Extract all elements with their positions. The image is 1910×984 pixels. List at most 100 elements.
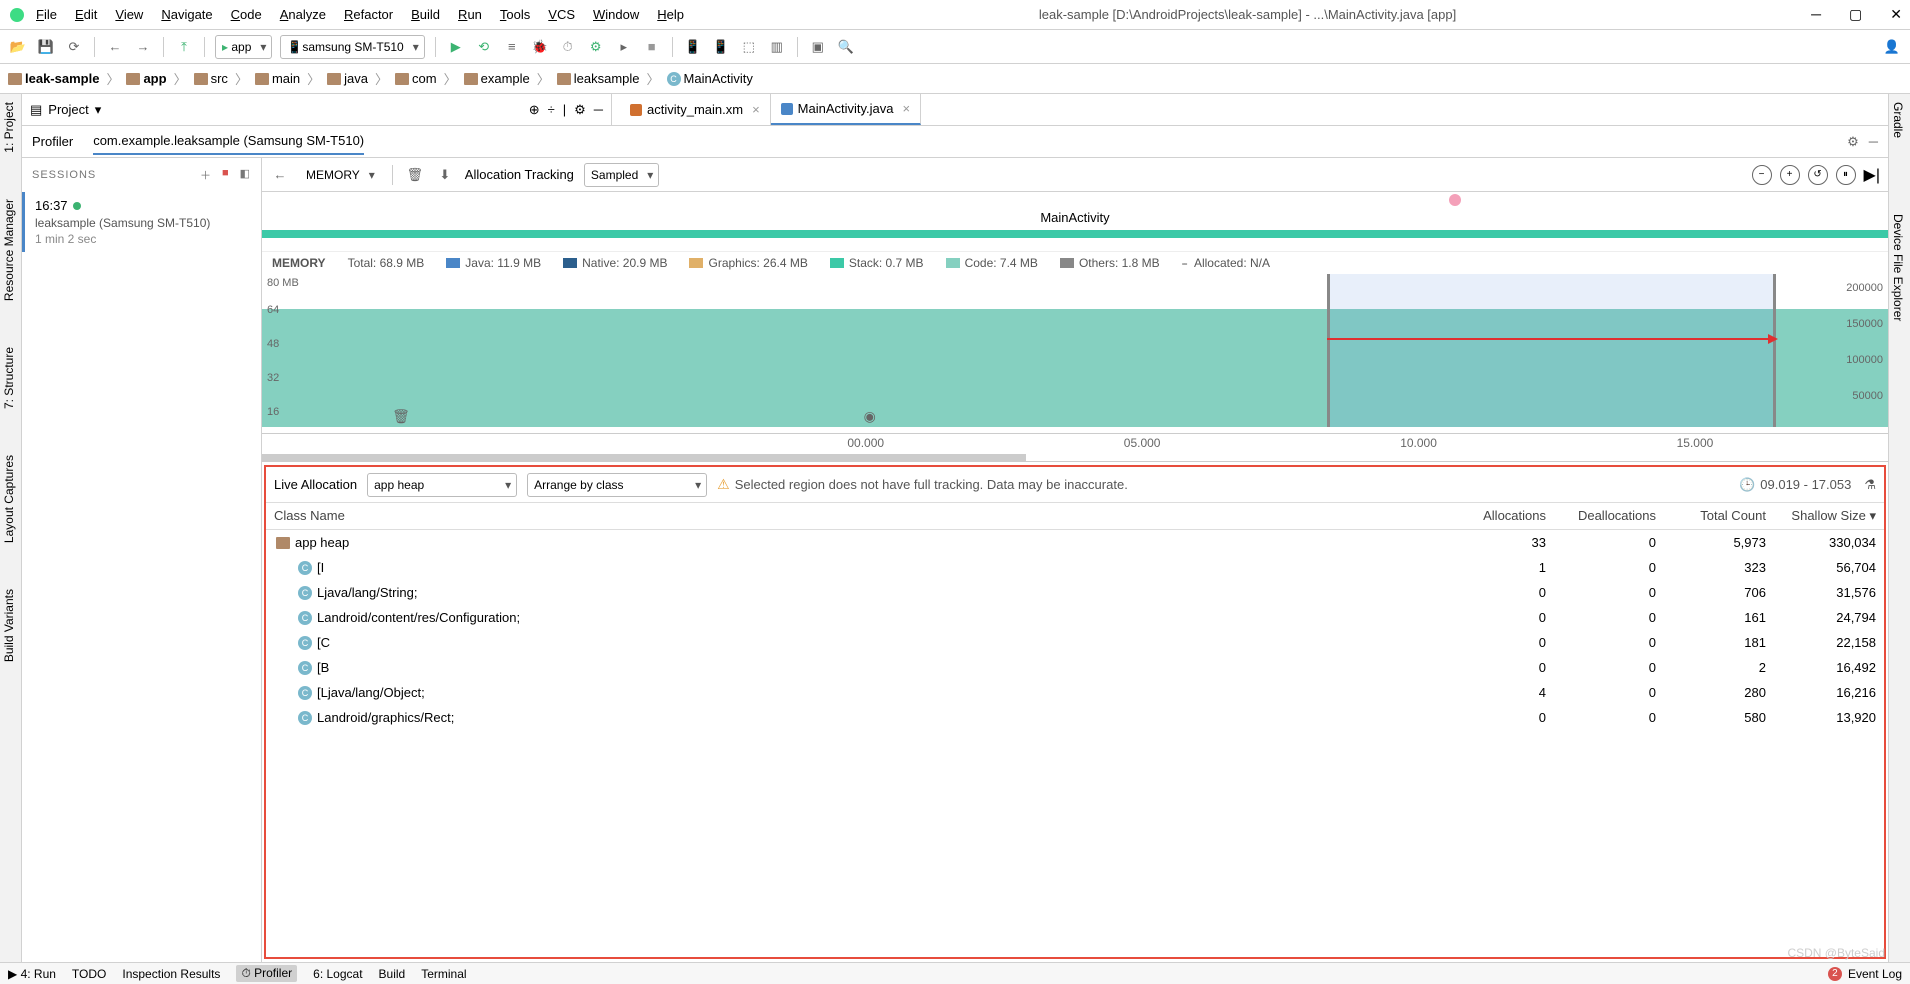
left-tool-tab[interactable]: 7: Structure bbox=[0, 339, 18, 417]
breadcrumb-item[interactable]: CMainActivity bbox=[667, 71, 753, 86]
maximize-button[interactable]: ▢ bbox=[1849, 6, 1862, 23]
open-icon[interactable]: 📂 bbox=[8, 37, 28, 57]
menu-file[interactable]: File bbox=[36, 7, 57, 22]
cube-icon[interactable]: ⬚ bbox=[739, 37, 759, 57]
left-tool-tab[interactable]: Resource Manager bbox=[0, 191, 18, 309]
right-tool-tab[interactable]: Device File Explorer bbox=[1889, 206, 1907, 329]
menu-vcs[interactable]: VCS bbox=[548, 7, 575, 22]
alloc-mode-select[interactable]: Sampled bbox=[584, 163, 659, 187]
arrange-select[interactable]: Arrange by class bbox=[527, 473, 707, 497]
stop-session-icon[interactable]: ■ bbox=[222, 167, 230, 183]
time-selection[interactable] bbox=[1327, 274, 1776, 427]
run-icon[interactable]: ▶ bbox=[446, 37, 466, 57]
profiler-back-icon[interactable]: ← bbox=[270, 165, 290, 185]
zoom-out-icon[interactable]: − bbox=[1752, 165, 1772, 185]
device-select[interactable]: 📱 samsung SM-T510 bbox=[280, 35, 424, 59]
breadcrumb-item[interactable]: example bbox=[464, 71, 530, 86]
status-tab[interactable]: Build bbox=[379, 967, 406, 981]
debug-icon[interactable]: 🐞 bbox=[530, 37, 550, 57]
event-log[interactable]: Event Log bbox=[1848, 967, 1902, 981]
breadcrumb-item[interactable]: app bbox=[126, 71, 166, 86]
col-header[interactable]: Total Count bbox=[1664, 503, 1774, 529]
status-tab[interactable]: ⏱ Profiler bbox=[236, 965, 297, 982]
back-icon[interactable]: ← bbox=[105, 37, 125, 57]
run-anything-icon[interactable]: ▸ bbox=[614, 37, 634, 57]
file-tab[interactable]: activity_main.xm× bbox=[620, 94, 771, 125]
stop-icon[interactable]: ■ bbox=[642, 37, 662, 57]
sdk-icon[interactable]: 📱 bbox=[711, 37, 731, 57]
menu-analyze[interactable]: Analyze bbox=[280, 7, 326, 22]
status-tab[interactable]: Inspection Results bbox=[122, 967, 220, 981]
col-header[interactable]: Deallocations bbox=[1554, 503, 1664, 529]
activity-timeline[interactable]: MainActivity bbox=[262, 192, 1888, 252]
left-tool-tab[interactable]: Layout Captures bbox=[0, 447, 18, 551]
zoom-in-icon[interactable]: + bbox=[1780, 165, 1800, 185]
heap-select[interactable]: app heap bbox=[367, 473, 517, 497]
goto-live-icon[interactable]: ▶| bbox=[1864, 165, 1880, 185]
menu-window[interactable]: Window bbox=[593, 7, 639, 22]
menu-code[interactable]: Code bbox=[231, 7, 262, 22]
col-header[interactable]: Allocations bbox=[1444, 503, 1554, 529]
close-tab-icon[interactable]: × bbox=[752, 102, 760, 117]
status-tab[interactable]: 6: Logcat bbox=[313, 967, 362, 981]
profiler-tab-label[interactable]: Profiler bbox=[32, 129, 73, 154]
close-button[interactable]: ✕ bbox=[1890, 6, 1902, 23]
breadcrumb-item[interactable]: leaksample bbox=[557, 71, 640, 86]
table-row[interactable]: C[Ljava/lang/Object;4028016,216 bbox=[266, 680, 1884, 705]
gear-icon[interactable]: ⚙ bbox=[574, 102, 586, 118]
target-icon[interactable]: ⊕ bbox=[529, 102, 540, 118]
hide-icon[interactable]: ─ bbox=[594, 102, 603, 118]
menu-navigate[interactable]: Navigate bbox=[161, 7, 212, 22]
right-tool-tab[interactable]: Gradle bbox=[1889, 94, 1907, 146]
menu-view[interactable]: View bbox=[115, 7, 143, 22]
filter-icon[interactable]: ⚗ bbox=[1864, 477, 1876, 493]
col-header[interactable]: Shallow Size ▾ bbox=[1774, 503, 1884, 529]
breadcrumb-item[interactable]: main bbox=[255, 71, 300, 86]
collapse-icon[interactable]: ◧ bbox=[240, 167, 251, 183]
col-name[interactable]: Class Name bbox=[266, 503, 1444, 529]
table-row[interactable]: C[C0018122,158 bbox=[266, 630, 1884, 655]
coverage-icon[interactable]: ≡ bbox=[502, 37, 522, 57]
avd-icon[interactable]: 📱 bbox=[683, 37, 703, 57]
table-row[interactable]: C[I1032356,704 bbox=[266, 555, 1884, 580]
run-config-select[interactable]: ▸ app bbox=[215, 35, 272, 59]
breadcrumb-item[interactable]: src bbox=[194, 71, 228, 86]
avatar-icon[interactable]: 👤 bbox=[1882, 37, 1902, 57]
file-tab[interactable]: MainActivity.java× bbox=[771, 94, 921, 125]
gear-icon[interactable]: ⚙ bbox=[1847, 134, 1859, 150]
hide-icon[interactable]: ─ bbox=[1869, 134, 1878, 150]
add-session-icon[interactable]: ＋ bbox=[200, 167, 212, 183]
gc-icon[interactable]: 🗑 bbox=[405, 165, 425, 185]
search-icon[interactable]: 🔍 bbox=[836, 37, 856, 57]
status-tab[interactable]: Terminal bbox=[421, 967, 466, 981]
menu-help[interactable]: Help bbox=[657, 7, 684, 22]
forward-icon[interactable]: → bbox=[133, 37, 153, 57]
menu-refactor[interactable]: Refactor bbox=[344, 7, 393, 22]
breadcrumb-item[interactable]: leak-sample bbox=[8, 71, 99, 86]
table-row[interactable]: C[B00216,492 bbox=[266, 655, 1884, 680]
left-tool-tab[interactable]: 1: Project bbox=[0, 94, 18, 161]
table-row[interactable]: app heap3305,973330,034 bbox=[266, 530, 1884, 555]
attach-icon[interactable]: ⚙ bbox=[586, 37, 606, 57]
notif-badge[interactable]: 2 bbox=[1828, 967, 1842, 981]
table-row[interactable]: CLandroid/graphics/Rect;0058013,920 bbox=[266, 705, 1884, 730]
profiler-session-tab[interactable]: com.example.leaksample (Samsung SM-T510) bbox=[93, 128, 364, 155]
reset-zoom-icon[interactable]: ↺ bbox=[1808, 165, 1828, 185]
timeline-scrollbar[interactable] bbox=[262, 454, 1026, 462]
close-tab-icon[interactable]: × bbox=[903, 101, 911, 116]
sync-icon[interactable]: ⟳ bbox=[64, 37, 84, 57]
layout-icon[interactable]: ▥ bbox=[767, 37, 787, 57]
menu-edit[interactable]: Edit bbox=[75, 7, 97, 22]
status-tab[interactable]: ▶ 4: Run bbox=[8, 967, 56, 981]
left-tool-tab[interactable]: Build Variants bbox=[0, 581, 18, 670]
main-menu[interactable]: File Edit View Navigate Code Analyze Refactor B… bbox=[36, 7, 684, 22]
menu-build[interactable]: Build bbox=[411, 7, 440, 22]
breadcrumb-item[interactable]: com bbox=[395, 71, 437, 86]
menu-run[interactable]: Run bbox=[458, 7, 482, 22]
project-tool-selector[interactable]: ▤Project▾ ⊕ ÷ | ⚙ ─ bbox=[22, 94, 612, 125]
separator-icon[interactable]: ÷ bbox=[548, 102, 555, 118]
profile-icon[interactable]: ⏱ bbox=[558, 37, 578, 57]
session-item[interactable]: 16:37 leaksample (Samsung SM-T510) 1 min… bbox=[22, 192, 261, 252]
minimize-button[interactable]: ─ bbox=[1811, 6, 1821, 23]
status-tab[interactable]: TODO bbox=[72, 967, 106, 981]
